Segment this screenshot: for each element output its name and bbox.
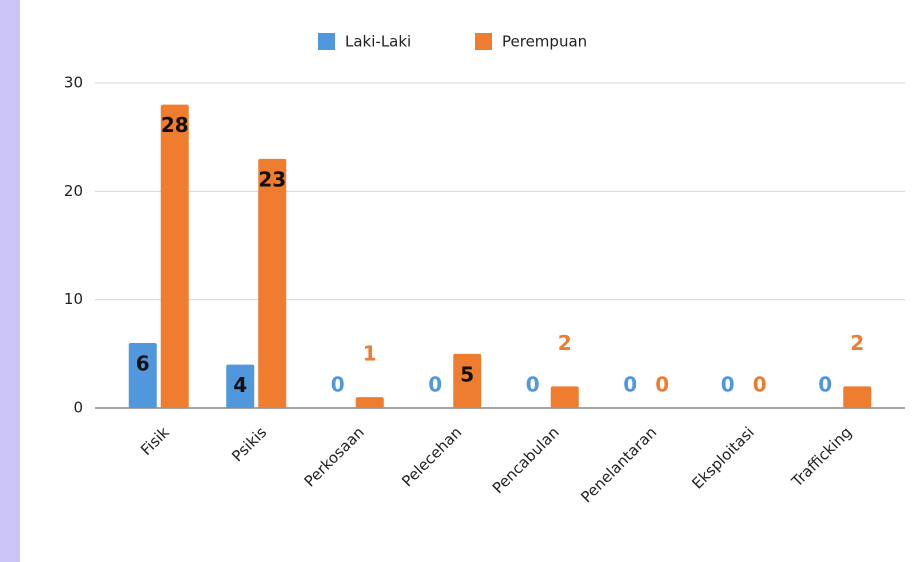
data-label: 0 [526, 373, 540, 397]
data-label: 1 [363, 342, 377, 366]
legend-swatch [318, 33, 335, 50]
bar [258, 158, 287, 408]
data-label: 28 [161, 113, 189, 137]
data-label: 0 [331, 373, 345, 397]
data-label: 23 [258, 167, 286, 191]
data-label: 6 [136, 352, 150, 376]
data-label: 4 [233, 373, 247, 397]
bar [128, 343, 157, 408]
data-label: 0 [623, 373, 637, 397]
bar [226, 364, 255, 408]
y-tick-label: 30 [64, 74, 83, 92]
side-strip [0, 0, 20, 562]
data-label: 0 [428, 373, 442, 397]
legend-swatch [475, 33, 492, 50]
data-label: 0 [818, 373, 832, 397]
data-label: 2 [850, 331, 864, 355]
bar [843, 386, 872, 408]
data-label: 0 [655, 373, 669, 397]
data-label: 0 [753, 373, 767, 397]
data-label: 2 [558, 331, 572, 355]
bar [550, 386, 579, 408]
legend-label: Laki-Laki [345, 33, 411, 51]
y-tick-label: 0 [73, 399, 83, 417]
data-label: 0 [721, 373, 735, 397]
data-label: 5 [460, 362, 474, 386]
bar [160, 104, 189, 409]
bar [453, 353, 482, 408]
y-tick-label: 20 [64, 182, 83, 200]
y-tick-label: 10 [64, 290, 83, 308]
legend-label: Perempuan [502, 33, 587, 51]
bar [355, 397, 384, 408]
